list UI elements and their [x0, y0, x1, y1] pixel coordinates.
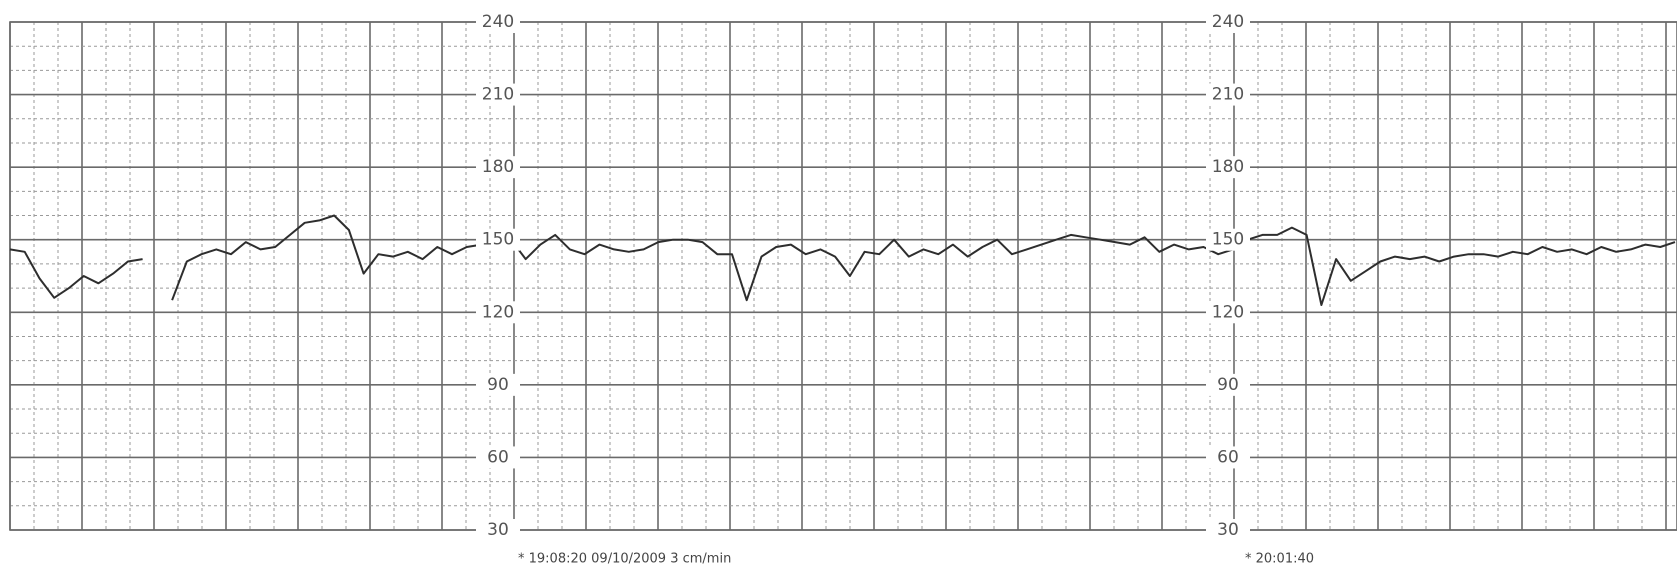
tick-label-bg — [476, 228, 520, 251]
tick-label-bg — [1206, 83, 1250, 106]
trace-layer — [9, 214, 1676, 306]
tick-label-bg — [1206, 11, 1250, 33]
tick-label-bg — [476, 301, 520, 324]
tick-label-bg — [476, 519, 520, 541]
tick-label-bg — [476, 446, 520, 469]
tick-label-layer: 30 30 60 60 90 90 120 120 150 150 180 180 210 210 240 2… — [476, 11, 1250, 541]
y-tick-label: 60 — [487, 447, 509, 467]
tick-label-bg — [476, 156, 520, 179]
y-tick-label: 150 — [1212, 230, 1244, 250]
y-tick-label: 210 — [1212, 85, 1244, 105]
plot-border — [9, 21, 1677, 531]
y-tick-label: 240 — [1212, 12, 1244, 32]
fhr-trace — [9, 214, 1676, 306]
y-tick-label: 150 — [482, 230, 514, 250]
y-tick-label: 120 — [1212, 302, 1244, 322]
tick-label-bg — [1206, 446, 1250, 469]
y-tick-label: 210 — [482, 85, 514, 105]
tick-label-bg — [476, 373, 520, 396]
tick-label-bg — [1206, 156, 1250, 179]
grid — [9, 21, 1677, 531]
y-tick-label: 120 — [482, 302, 514, 322]
tick-label-bg — [476, 83, 520, 106]
end-annotation: * 20:01:40 — [1245, 552, 1314, 567]
y-tick-label: 90 — [1217, 375, 1239, 395]
tick-label-bg — [1206, 519, 1250, 541]
y-tick-label: 180 — [482, 157, 514, 177]
y-tick-label: 60 — [1217, 447, 1239, 467]
y-tick-label: 240 — [482, 12, 514, 32]
y-tick-label: 30 — [487, 520, 509, 540]
tick-label-bg — [1206, 228, 1250, 251]
tick-label-bg — [1206, 373, 1250, 396]
y-tick-label: 180 — [1212, 157, 1244, 177]
start-annotation: * 19:08:20 09/10/2009 3 cm/min — [518, 552, 731, 567]
y-tick-label: 30 — [1217, 520, 1239, 540]
tick-label-bg — [1206, 301, 1250, 324]
y-tick-label: 90 — [487, 375, 509, 395]
tick-label-bg — [476, 11, 520, 33]
